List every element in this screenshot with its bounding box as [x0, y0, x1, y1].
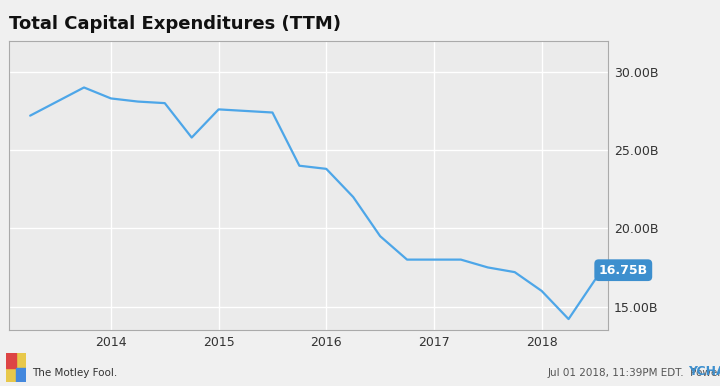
Text: Total Capital Expenditures (TTM): Total Capital Expenditures (TTM) [9, 15, 341, 34]
Text: Jul 01 2018, 11:39PM EDT.  Powered by: Jul 01 2018, 11:39PM EDT. Powered by [547, 367, 720, 378]
Text: YCHARTS: YCHARTS [688, 364, 720, 378]
Bar [16, 367, 26, 382]
Bar [6, 353, 16, 367]
Text: 16.75B: 16.75B [599, 264, 648, 277]
Text: The Motley Fool.: The Motley Fool. [32, 367, 117, 378]
